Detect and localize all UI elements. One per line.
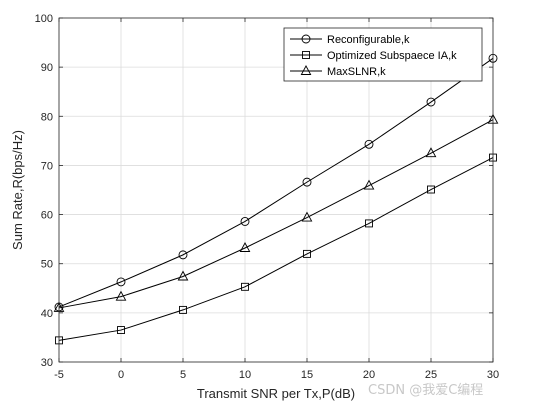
- y-tick-label: 70: [41, 160, 53, 172]
- legend-triangle-marker: [300, 65, 312, 75]
- y-tick-label: 40: [41, 308, 53, 320]
- plot-frame: [58, 17, 494, 363]
- square-marker: [117, 326, 125, 335]
- triangle-marker: [363, 179, 375, 190]
- y-tick-label: 100: [35, 13, 53, 25]
- legend-label: Reconfigurable,k: [327, 34, 410, 46]
- square-marker: [365, 219, 373, 228]
- circle-marker: [302, 177, 312, 187]
- triangle-marker: [177, 270, 189, 281]
- triangle-marker: [115, 290, 127, 301]
- circle-marker: [178, 250, 188, 260]
- y-tick-label: 50: [41, 259, 53, 271]
- circle-marker: [426, 97, 436, 107]
- legend: Reconfigurable,k Optimized Subspaece IA,k…: [283, 27, 483, 82]
- series-line-triangle: [58, 119, 494, 309]
- square-marker: [179, 305, 187, 314]
- legend-label: Optimized Subspaece IA,k: [327, 50, 457, 62]
- square-marker: [241, 282, 249, 291]
- series-line-square: [58, 157, 494, 341]
- circle-marker: [364, 139, 374, 149]
- circle-marker: [240, 217, 250, 226]
- x-tick-label: -5: [54, 369, 64, 381]
- axis-ticks: [58, 17, 494, 363]
- triangle-marker: [425, 147, 437, 158]
- legend-square-marker: [302, 51, 310, 59]
- x-tick-label: 0: [118, 369, 124, 381]
- triangle-marker: [301, 211, 313, 222]
- y-axis-label: Sum Rate,R(bps/Hz): [10, 130, 25, 250]
- square-marker: [303, 249, 311, 258]
- x-tick-label: 30: [487, 369, 499, 381]
- series-line-circle: [58, 57, 494, 308]
- series-lines: [58, 57, 494, 341]
- legend-circle-marker: [301, 34, 311, 44]
- y-tick-label: 80: [41, 111, 53, 123]
- x-tick-label: 20: [363, 369, 375, 381]
- x-tick-label: 10: [239, 369, 251, 381]
- y-tick-label: 90: [41, 62, 53, 74]
- axis-tick-labels: -5 0 5 10 15 20 25 30 30 40 50 60 70 80 90 100: [35, 13, 499, 381]
- y-tick-label: 60: [41, 210, 53, 222]
- watermark: CSDN @我爱C编程: [368, 383, 483, 398]
- legend-label: MaxSLNR,k: [327, 66, 386, 78]
- x-axis-label: Transmit SNR per Tx,P(dB): [197, 386, 355, 401]
- x-tick-label: 25: [425, 369, 437, 381]
- x-tick-label: 5: [180, 369, 186, 381]
- circle-marker: [116, 277, 126, 287]
- triangle-marker: [239, 242, 251, 252]
- x-tick-label: 15: [301, 369, 313, 381]
- square-marker: [427, 185, 435, 194]
- y-tick-label: 30: [41, 357, 53, 369]
